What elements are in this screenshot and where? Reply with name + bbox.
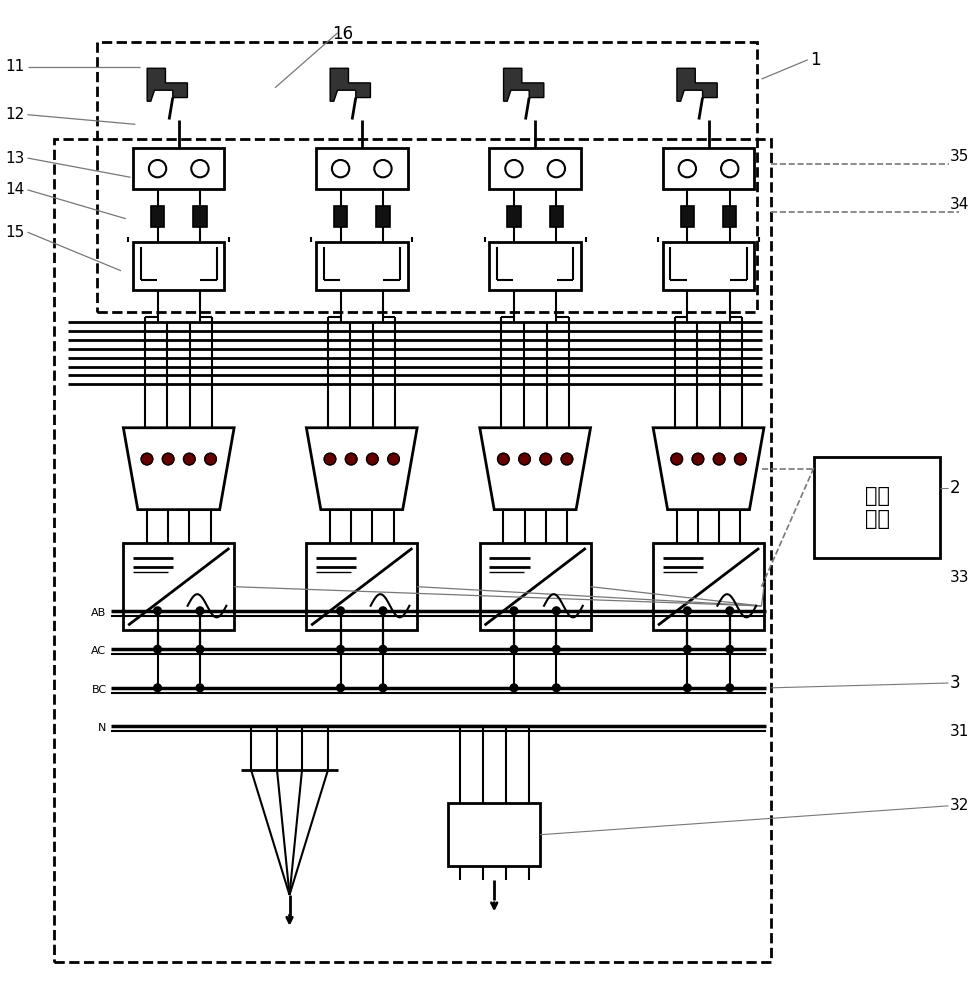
Circle shape	[726, 645, 734, 653]
Circle shape	[498, 453, 509, 465]
Bar	[193, 206, 207, 227]
Bar	[97, 42, 756, 312]
Circle shape	[388, 453, 399, 465]
Bar	[489, 148, 581, 189]
Circle shape	[196, 645, 204, 653]
Circle shape	[379, 607, 387, 615]
Bar	[723, 206, 737, 227]
Bar	[489, 242, 581, 290]
Circle shape	[379, 684, 387, 692]
Bar	[133, 148, 225, 189]
Text: AB: AB	[91, 608, 107, 618]
Circle shape	[713, 453, 725, 465]
Polygon shape	[306, 428, 417, 510]
Circle shape	[196, 607, 204, 615]
Circle shape	[561, 453, 573, 465]
Circle shape	[154, 684, 161, 692]
Circle shape	[154, 607, 161, 615]
Bar	[306, 543, 417, 630]
Text: 控制
系统: 控制 系统	[865, 486, 889, 529]
Text: 1: 1	[810, 51, 820, 69]
Circle shape	[336, 684, 344, 692]
Polygon shape	[503, 68, 543, 101]
Circle shape	[552, 607, 560, 615]
Polygon shape	[480, 428, 591, 510]
Bar	[815, 457, 940, 558]
Circle shape	[510, 607, 518, 615]
Text: 3: 3	[950, 674, 960, 692]
Text: BC: BC	[91, 685, 107, 695]
Circle shape	[162, 453, 174, 465]
Text: 13: 13	[5, 151, 24, 166]
Bar	[653, 543, 764, 630]
Circle shape	[366, 453, 378, 465]
Bar	[133, 242, 225, 290]
Bar	[448, 803, 540, 866]
Text: 34: 34	[950, 197, 969, 212]
Circle shape	[726, 607, 734, 615]
Text: 31: 31	[950, 724, 969, 739]
Bar	[663, 242, 754, 290]
Circle shape	[154, 645, 161, 653]
Circle shape	[510, 684, 518, 692]
Text: 15: 15	[6, 225, 24, 240]
Circle shape	[184, 453, 195, 465]
Bar	[507, 206, 521, 227]
Bar	[376, 206, 390, 227]
Circle shape	[552, 645, 560, 653]
Bar	[151, 206, 164, 227]
Bar	[123, 543, 234, 630]
Text: N: N	[98, 723, 107, 733]
Circle shape	[510, 645, 518, 653]
Circle shape	[196, 684, 204, 692]
Bar	[53, 139, 771, 962]
Polygon shape	[653, 428, 764, 510]
Text: 12: 12	[6, 107, 24, 122]
Text: AC: AC	[91, 646, 107, 656]
Bar	[663, 148, 754, 189]
Circle shape	[552, 684, 560, 692]
Bar	[316, 242, 407, 290]
Circle shape	[735, 453, 746, 465]
Polygon shape	[123, 428, 234, 510]
Circle shape	[325, 453, 335, 465]
Bar	[680, 206, 694, 227]
Circle shape	[683, 684, 691, 692]
Text: 16: 16	[331, 25, 353, 43]
Circle shape	[726, 684, 734, 692]
Bar	[316, 148, 407, 189]
Circle shape	[692, 453, 704, 465]
Bar	[549, 206, 563, 227]
Circle shape	[345, 453, 357, 465]
Bar	[333, 206, 347, 227]
Circle shape	[141, 453, 153, 465]
Polygon shape	[330, 68, 370, 101]
Text: 35: 35	[950, 149, 969, 164]
Circle shape	[336, 645, 344, 653]
Circle shape	[519, 453, 531, 465]
Text: 32: 32	[950, 798, 969, 813]
Circle shape	[671, 453, 682, 465]
Circle shape	[336, 607, 344, 615]
Polygon shape	[677, 68, 717, 101]
Circle shape	[205, 453, 217, 465]
Text: 14: 14	[6, 182, 24, 197]
Circle shape	[683, 645, 691, 653]
Polygon shape	[147, 68, 188, 101]
Text: 33: 33	[950, 570, 969, 585]
Circle shape	[683, 607, 691, 615]
Bar	[480, 543, 591, 630]
Text: 2: 2	[950, 479, 960, 497]
Text: 11: 11	[6, 59, 24, 74]
Circle shape	[379, 645, 387, 653]
Circle shape	[540, 453, 551, 465]
